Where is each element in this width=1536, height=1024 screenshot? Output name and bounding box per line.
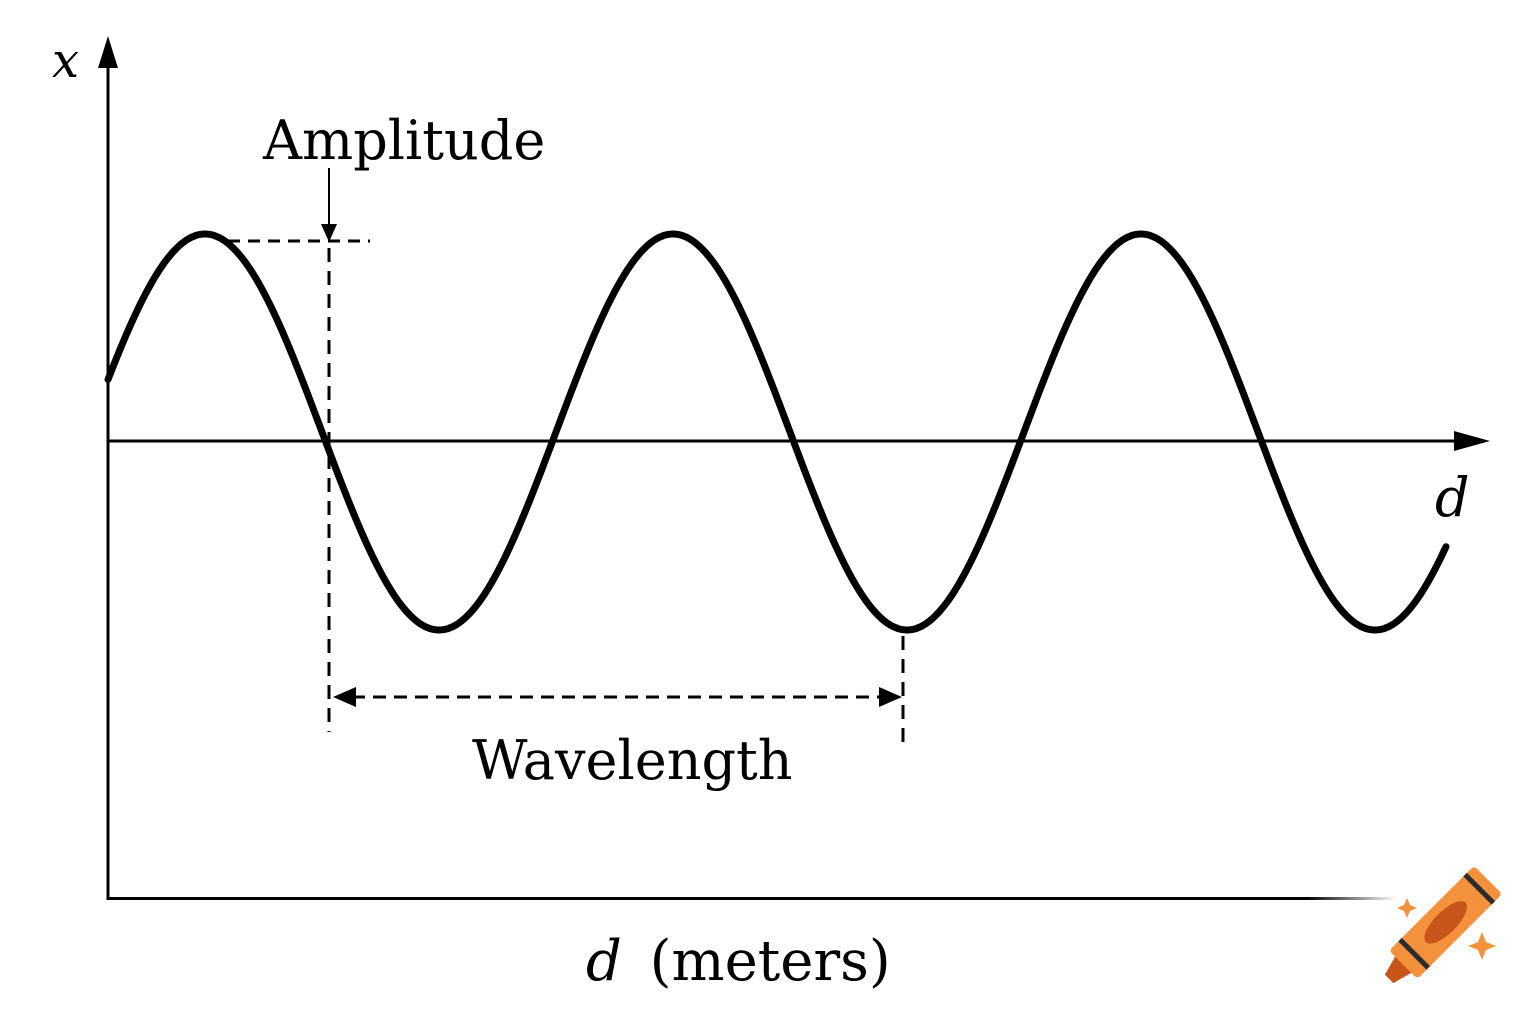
sine-wave: [104, 230, 1450, 634]
bottom-axis-var: d: [586, 929, 622, 994]
bottom-axis-label: d (meters): [586, 929, 891, 994]
bottom-axis-unit: (meters): [650, 929, 891, 994]
x-axis-label: d: [1435, 466, 1470, 529]
wavelength-arrowhead-right: [879, 687, 902, 707]
sparkle-icon: [1397, 898, 1417, 918]
amplitude-label: Amplitude: [262, 109, 545, 172]
wavelength-label: Wavelength: [472, 729, 793, 792]
bottom-axis: [107, 897, 1397, 900]
amplitude-pointer-arrowhead: [321, 224, 337, 242]
wavelength-arrowhead-left: [333, 687, 356, 707]
crayon-logo-icon: [1384, 867, 1501, 984]
y-axis-label: x: [52, 33, 79, 89]
x-axis-arrowhead: [1454, 431, 1490, 451]
y-axis-arrowhead: [98, 36, 118, 68]
sparkle-icon: [1468, 932, 1496, 960]
